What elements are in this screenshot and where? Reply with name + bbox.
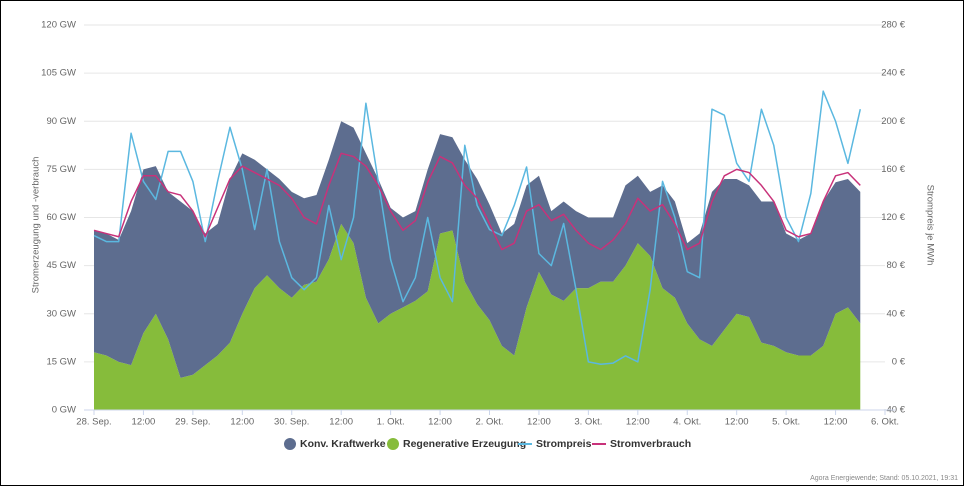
y-tick-label: 0 GW	[52, 405, 76, 416]
x-tick-label: 12:00	[230, 417, 254, 428]
legend-marker	[387, 438, 399, 450]
y2-tick-label: 120 €	[881, 212, 905, 223]
y2-axis-label: Strompreis je MWh	[924, 185, 935, 266]
line	[93, 152, 861, 251]
y2-tick-label: 0 €	[892, 356, 906, 367]
x-tick-label: 12:00	[329, 417, 353, 428]
y2-tick-label: 160 €	[881, 164, 905, 175]
y-tick-label: 60 GW	[46, 212, 76, 223]
x-tick-label: 12:00	[626, 417, 650, 428]
y-tick-label: 30 GW	[46, 308, 76, 319]
x-tick-label: 12:00	[428, 417, 452, 428]
x-tick-label: 3. Okt.	[574, 417, 602, 428]
x-tick-label: 29. Sep.	[175, 417, 210, 428]
y-tick-label: 75 GW	[46, 164, 76, 175]
legend-label[interactable]: Regenerative Erzeugung	[403, 438, 526, 450]
y-tick-label: 15 GW	[46, 356, 76, 367]
x-tick-label: 30. Sep.	[274, 417, 309, 428]
x-tick-label: 12:00	[527, 417, 551, 428]
y-tick-label: 105 GW	[41, 68, 76, 79]
x-tick-label: 2. Okt.	[476, 417, 504, 428]
y-tick-label: 120 GW	[41, 20, 76, 31]
y-axis-label: Stromerzeugung und -verbrauch	[31, 157, 42, 294]
y2-tick-label: 280 €	[881, 20, 905, 31]
y-tick-label: 90 GW	[46, 116, 76, 127]
y2-tick-label: 200 €	[881, 116, 905, 127]
x-tick-label: 28. Sep.	[76, 417, 111, 428]
x-tick-label: 5. Okt.	[772, 417, 800, 428]
line	[93, 90, 862, 366]
x-tick-label: 4. Okt.	[673, 417, 701, 428]
x-tick-label: 1. Okt.	[377, 417, 405, 428]
area	[94, 223, 861, 410]
x-tick-label: 6. Okt.	[871, 417, 899, 428]
legend-label[interactable]: Stromverbrauch	[610, 438, 691, 450]
y2-tick-label: 240 €	[881, 68, 905, 79]
area	[94, 121, 861, 378]
x-tick-label: 12:00	[824, 417, 848, 428]
x-tick-label: 12:00	[132, 417, 156, 428]
y-tick-label: 45 GW	[46, 260, 76, 271]
legend-label[interactable]: Konv. Kraftwerke	[300, 438, 386, 450]
legend-label[interactable]: Strompreis	[536, 438, 592, 450]
source-note: Agora Energiewende; Stand: 05.10.2021, 1…	[810, 475, 958, 482]
y2-tick-label: 80 €	[887, 260, 906, 271]
x-tick-label: 12:00	[725, 417, 749, 428]
y2-tick-label: 40 €	[887, 308, 906, 319]
legend-marker	[284, 438, 296, 450]
